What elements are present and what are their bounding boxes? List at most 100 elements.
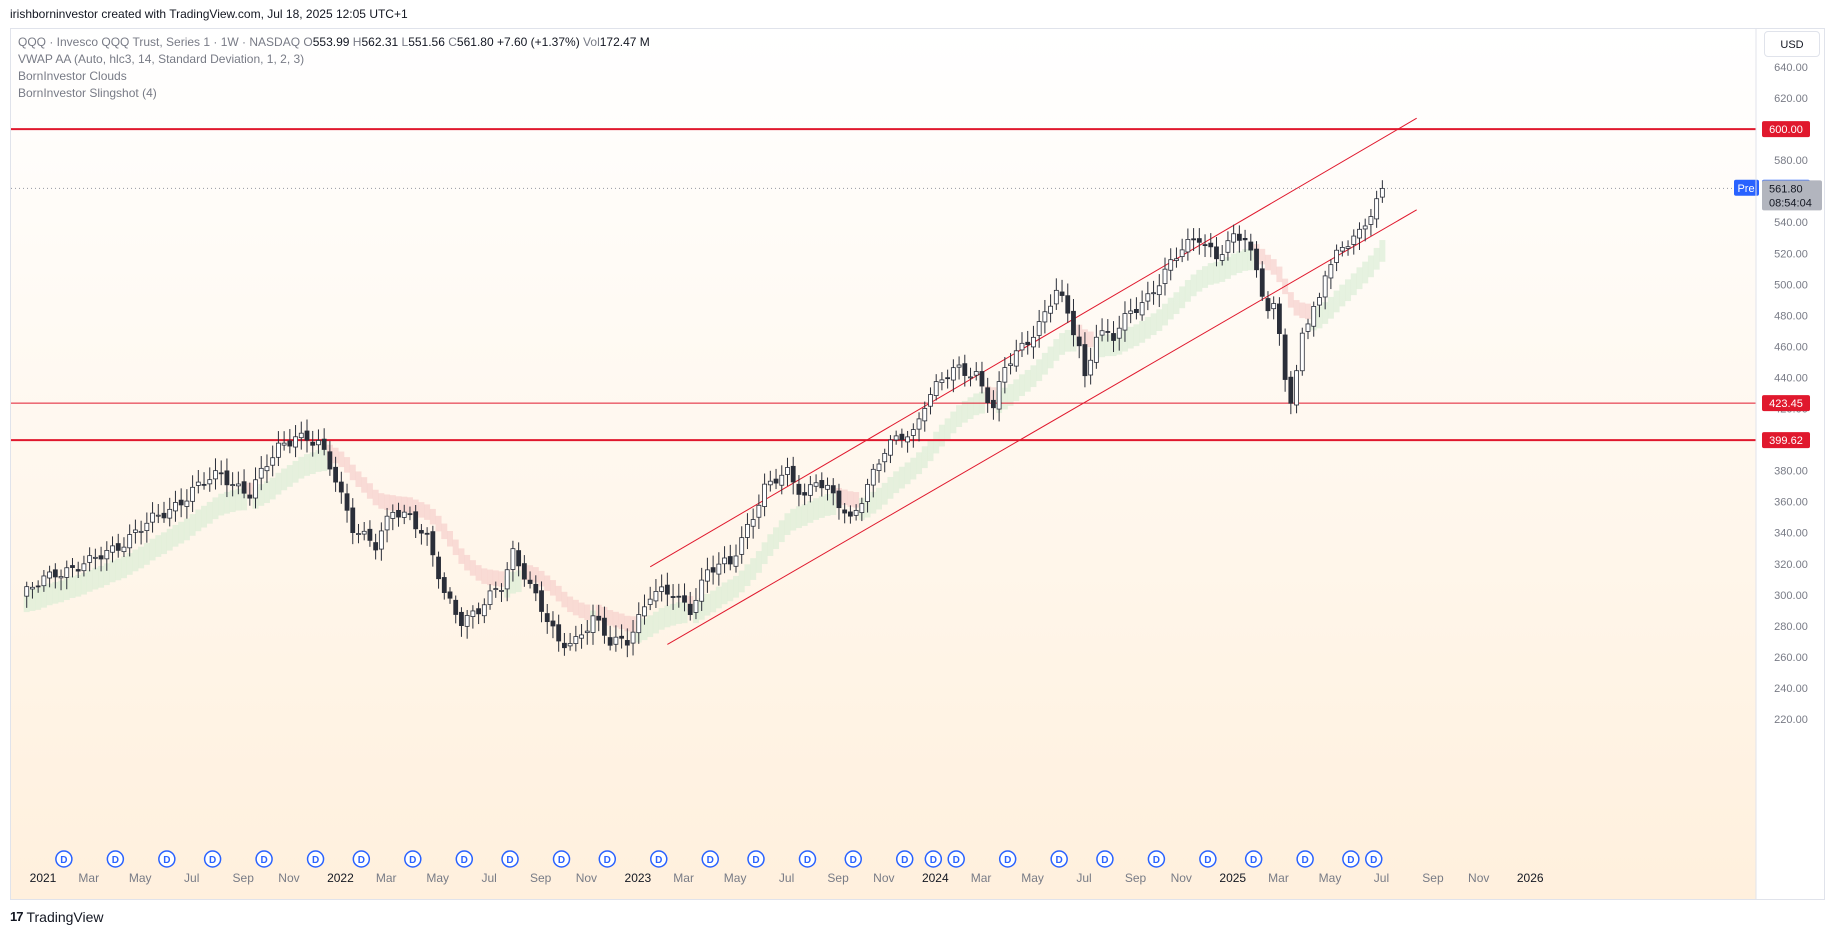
candle-body — [848, 511, 853, 517]
candle-body — [1259, 268, 1265, 297]
cloud-segment — [1367, 255, 1374, 278]
cloud-segment — [790, 508, 797, 531]
cloud-segment — [1333, 290, 1340, 313]
last-price-countdown: 08:54:04 — [1769, 197, 1812, 209]
candle-body — [1048, 305, 1053, 314]
candle-body — [1288, 376, 1294, 404]
cloud-segment — [801, 504, 808, 526]
cloud-segment — [572, 599, 579, 616]
candle-body — [584, 630, 590, 633]
candle-body — [985, 387, 991, 404]
cloud-segment — [584, 604, 591, 621]
cloud-segment — [624, 615, 631, 632]
candle-body — [933, 381, 939, 396]
cloud-segment — [344, 457, 351, 473]
cloud-segment — [881, 482, 888, 505]
cloud-segment — [189, 514, 196, 536]
legend-ohlc-row[interactable]: QQQ · Invesco QQQ Trust, Series 1 · 1W ·… — [18, 34, 650, 51]
cloud-segment — [950, 411, 957, 434]
candle-body — [825, 484, 830, 490]
candle-body — [1168, 259, 1174, 271]
candle-body — [1065, 295, 1071, 314]
cloud-segment — [1001, 387, 1008, 410]
y-tick-label: 300.00 — [1774, 590, 1808, 602]
candle-body — [41, 575, 47, 587]
indicator-clouds[interactable]: BornInvestor Clouds — [18, 69, 127, 83]
candle-body — [52, 569, 58, 578]
candle-body — [1219, 254, 1225, 261]
candle-body — [1156, 285, 1162, 296]
cloud-segment — [733, 575, 739, 598]
dividend-marker-letter: D — [60, 855, 67, 866]
indicator-slingshot[interactable]: BornInvestor Slingshot (4) — [18, 86, 157, 100]
cloud-segment — [578, 602, 585, 619]
cloud-segment — [1059, 333, 1066, 355]
dividend-marker-icon — [455, 850, 474, 868]
premarket-tag — [1734, 179, 1759, 196]
candle-body — [1076, 336, 1082, 347]
cloud-segment — [80, 572, 87, 595]
price-chart[interactable]: D D D D D D D D D D D D D D D D D D D D D D D D D D D D D 220.00 240.… — [11, 29, 1825, 900]
candle-body — [30, 586, 35, 590]
cloud-segment — [1190, 274, 1197, 297]
candle-body — [945, 377, 951, 380]
dividend-marker-letter: D — [358, 855, 365, 866]
candle-body — [384, 515, 390, 531]
volume-value: 172.47 M — [599, 35, 650, 49]
candle-body — [1254, 248, 1259, 271]
dividend-marker-icon — [798, 850, 817, 868]
currency-button[interactable]: USD — [1764, 31, 1820, 57]
candle-body — [195, 481, 201, 486]
candle-body — [567, 643, 573, 647]
candle-body — [550, 620, 556, 627]
cloud-segment — [441, 523, 448, 540]
cloud-segment — [773, 527, 780, 550]
cloud-segment — [1373, 247, 1380, 270]
candle-body — [316, 440, 321, 446]
candle-body — [624, 640, 630, 646]
candle-body — [298, 432, 304, 439]
x-tick-label: 2021 — [30, 871, 57, 885]
cloud-segment — [235, 488, 242, 511]
candle-body — [613, 636, 619, 645]
dividend-marker-letter: D — [558, 855, 565, 866]
candle-body — [819, 480, 825, 489]
candle-body — [184, 500, 190, 507]
chart-frame[interactable]: D D D D D D D D D D D D D D D D D D D D D D D D D D D D D 220.00 240.… — [10, 28, 1825, 900]
cloud-segment — [120, 556, 127, 579]
cloud-segment — [138, 546, 145, 569]
x-tick-label: May — [426, 871, 449, 885]
cloud-segment — [275, 472, 282, 495]
candle-body — [796, 483, 802, 495]
candle-body — [1002, 367, 1008, 383]
cloud-segment — [1013, 379, 1020, 402]
cloud-segment — [435, 515, 442, 532]
cloud-segment — [515, 570, 522, 593]
x-tick-label: Mar — [1268, 871, 1289, 885]
candle-body — [1151, 292, 1156, 295]
cloud-segment — [281, 468, 288, 491]
candle-body — [1122, 313, 1128, 331]
candle-body — [224, 470, 230, 486]
candle-body — [1339, 247, 1345, 252]
tradingview-logo-icon: 17 — [10, 909, 24, 924]
cloud-segment — [1167, 297, 1174, 320]
candle-body — [264, 466, 270, 472]
candle-body — [956, 364, 962, 368]
candle-body — [133, 529, 138, 533]
candle-body — [401, 511, 407, 518]
candle-body — [464, 615, 470, 627]
cloud-segment — [824, 494, 831, 516]
cloud-segment — [195, 509, 202, 532]
candle-body — [630, 631, 636, 644]
candle-body — [1379, 187, 1385, 198]
candle-body — [962, 363, 968, 376]
candle-body — [979, 371, 985, 387]
candle-body — [424, 532, 430, 535]
candle-body — [161, 512, 167, 519]
cloud-segment — [458, 548, 465, 564]
cloud-segment — [652, 611, 659, 634]
cloud-segment — [464, 554, 471, 571]
candle-body — [1236, 233, 1242, 241]
indicator-vwap[interactable]: VWAP AA (Auto, hlc3, 14, Standard Deviat… — [18, 52, 305, 66]
